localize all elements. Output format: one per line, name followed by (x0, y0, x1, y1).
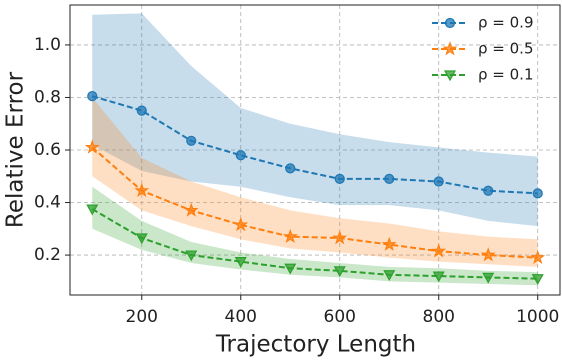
plot-frame (69, 4, 561, 296)
y-tick-label: 0.8 (34, 87, 61, 107)
marker (235, 150, 246, 161)
error-band (92, 13, 538, 227)
marker (285, 163, 296, 174)
error-band (92, 97, 538, 267)
marker (531, 274, 544, 285)
x-tick-label: 200 (126, 307, 158, 327)
marker (483, 185, 494, 196)
marker (532, 188, 543, 199)
legend-marker (443, 70, 457, 82)
marker (234, 257, 247, 268)
marker (183, 202, 199, 217)
x-tick-label: 800 (423, 307, 455, 327)
marker (332, 230, 348, 245)
line (91, 208, 538, 280)
marker (333, 266, 346, 278)
marker (482, 272, 495, 284)
marker (284, 263, 297, 275)
legend: ρ = 0.9 ρ = 0.5 ρ = 0.1 (432, 14, 533, 84)
marker (87, 91, 98, 102)
marker (334, 173, 345, 184)
y-tick-label: 0.4 (34, 193, 61, 213)
marker (383, 270, 396, 282)
marker (480, 247, 496, 262)
y-tick-label: 1.0 (34, 35, 61, 55)
error-band (92, 186, 538, 286)
marker (432, 271, 445, 283)
legend-marker (444, 17, 456, 29)
marker (134, 182, 150, 198)
marker (136, 105, 147, 116)
line (91, 146, 538, 259)
y-axis-label: Relative Error (3, 71, 29, 228)
marker (233, 217, 249, 232)
y-tick-label: 0.2 (34, 245, 61, 265)
x-axis-label: Trajectory Length (215, 332, 416, 358)
legend-label: ρ = 0.9 (478, 14, 533, 32)
marker (186, 135, 197, 146)
marker (185, 250, 198, 262)
x-tick-label: 1000 (516, 307, 559, 327)
legend-label: ρ = 0.5 (478, 40, 533, 58)
x-tick-label: 400 (225, 307, 257, 327)
line (91, 95, 538, 195)
marker (530, 249, 546, 265)
marker (282, 228, 298, 244)
marker (86, 204, 99, 216)
marker (384, 173, 395, 184)
marker (135, 233, 148, 245)
marker (431, 243, 447, 258)
x-tick-label: 600 (324, 307, 356, 327)
marker (381, 236, 397, 251)
marker (433, 176, 444, 187)
legend-label: ρ = 0.1 (478, 66, 533, 84)
y-tick-label: 0.6 (34, 140, 61, 160)
marker (84, 139, 100, 154)
legend-marker (442, 41, 458, 56)
